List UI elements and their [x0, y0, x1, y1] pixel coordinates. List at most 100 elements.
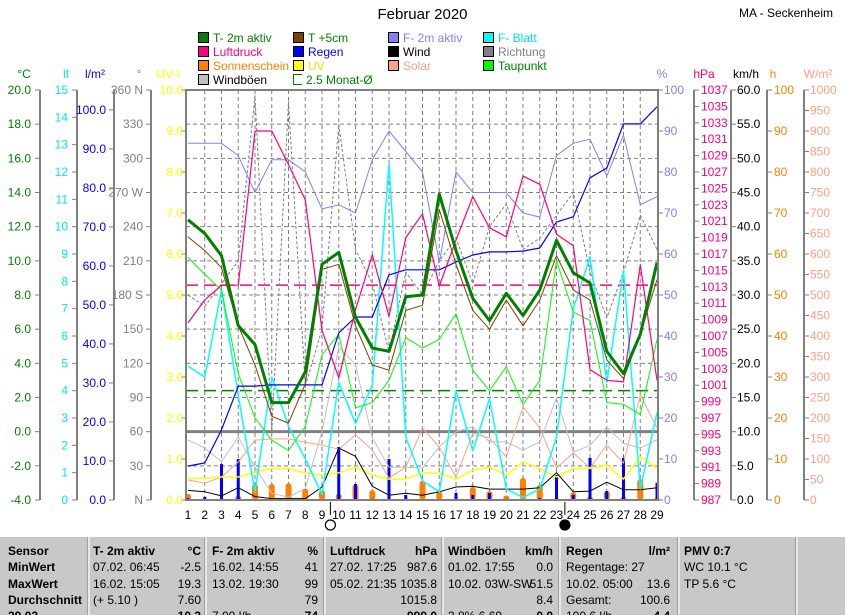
- rain-bar: [605, 491, 609, 500]
- table-cell: 13.6: [646, 576, 670, 591]
- table-cell: 1015.8: [400, 592, 437, 607]
- solar-tick-label: 50: [810, 473, 824, 487]
- rain-tick-label: 80.0: [83, 181, 107, 195]
- table-cell: 16.02. 14:55: [212, 560, 279, 575]
- rain-bar: [454, 492, 458, 500]
- table-cell: hPa: [414, 544, 437, 558]
- lf-tick-label: 2: [61, 438, 68, 452]
- legend-item: Windböen: [198, 74, 267, 87]
- x-tick-label: 10: [332, 508, 346, 522]
- sun-tick-label: 90: [774, 124, 788, 138]
- solar-tick-label: 900: [810, 124, 830, 138]
- dir-tick-label: 60: [130, 425, 144, 439]
- x-tick-label: 1: [185, 508, 192, 522]
- wind-tick-label: 15.0: [737, 391, 761, 405]
- sunshine-bar: [268, 484, 275, 500]
- table-cell: 7.00 l/h: [212, 608, 282, 615]
- hum-tick-label: 80: [664, 165, 678, 179]
- wind-tick-label: 0.0: [737, 493, 754, 507]
- temp-tick-label: 16.0: [8, 151, 32, 165]
- series-t-5cm: [187, 209, 658, 424]
- temp-tick-label: 2.0: [14, 391, 31, 405]
- table-cell: Regen: [566, 544, 603, 558]
- temp-tick-label: 14.0: [8, 186, 32, 200]
- wind-tick-label: 30.0: [737, 288, 761, 302]
- temp-tick-label: 8.0: [14, 288, 31, 302]
- hpa-tick-label: 999: [701, 395, 721, 409]
- sun-axis-unit: h: [770, 67, 777, 81]
- hpa-tick-label: 1011: [701, 296, 727, 310]
- legend-item: Sonnenschein: [198, 60, 289, 73]
- table-cell: 01.02. 17:55: [448, 560, 515, 575]
- table-cell: WC 10.1 °C: [684, 560, 748, 575]
- legend-item: UV: [293, 60, 325, 73]
- sunshine-bar: [369, 490, 376, 500]
- table-cell: 8.4: [536, 592, 553, 607]
- series-taupunkt: [187, 257, 658, 451]
- x-tick-label: 2: [201, 508, 208, 522]
- hum-tick-label: 10: [664, 452, 678, 466]
- legend-swatch: [388, 46, 399, 57]
- wind-tick-label: 50.0: [737, 151, 761, 165]
- legend-swatch: [388, 60, 399, 71]
- uv-axis-unit: UV-I: [156, 67, 179, 81]
- sun-tick-label: 50: [774, 288, 788, 302]
- lf-tick-label: 7: [61, 302, 68, 316]
- sun-tick-label: 40: [774, 329, 788, 343]
- dir-tick-label: 300: [123, 151, 143, 165]
- table-cell: TP 5.6 °C: [684, 576, 736, 591]
- table-cell: l/m²: [648, 544, 670, 558]
- table-cell: PMV 0:7: [684, 544, 731, 558]
- dir-tick-label: 360 N: [111, 83, 143, 97]
- table-cell: 19.3: [177, 576, 201, 591]
- solar-tick-label: 400: [810, 329, 830, 343]
- rain-bar: [471, 494, 475, 500]
- dir-tick-label: 270 W: [108, 186, 143, 200]
- dir-tick-label: N: [134, 493, 143, 507]
- legend-swatch: [483, 32, 494, 43]
- dir-tick-label: 30: [130, 459, 144, 473]
- solar-tick-label: 800: [810, 165, 830, 179]
- hum-tick-label: 30: [664, 370, 678, 384]
- rain-tick-label: 0.0: [89, 493, 106, 507]
- sunshine-bar: [436, 491, 443, 500]
- table-cell: 41: [304, 560, 318, 575]
- wind-tick-label: 20.0: [737, 356, 761, 370]
- solar-tick-label: 750: [810, 186, 830, 200]
- table-cell: 29.02.: [8, 608, 86, 615]
- x-tick-label: 6: [268, 508, 275, 522]
- legend-item: Solar: [388, 60, 431, 73]
- hum-tick-label: 100: [664, 83, 684, 97]
- hum-axis-unit: %: [657, 67, 668, 81]
- legend-swatch: [483, 46, 494, 57]
- solar-tick-label: 250: [810, 391, 830, 405]
- legend-swatch: [388, 32, 399, 43]
- uv-tick-label: 0.0: [166, 493, 183, 507]
- new-moon-icon: [559, 519, 571, 531]
- wind-tick-label: 35.0: [737, 254, 761, 268]
- hpa-tick-label: 1017: [701, 247, 728, 261]
- solar-tick-label: 600: [810, 247, 830, 261]
- lf-tick-label: 14: [55, 110, 69, 124]
- solar-tick-label: 300: [810, 370, 830, 384]
- hum-tick-label: 60: [664, 247, 678, 261]
- table-cell: Windböen: [448, 544, 506, 558]
- sun-tick-label: 20: [774, 411, 788, 425]
- table-cell: 10.02. 03W-SW: [448, 576, 533, 591]
- legend-label: Richtung: [498, 45, 546, 59]
- full-moon-icon: [324, 519, 336, 531]
- lf-tick-label: 5: [61, 356, 68, 370]
- solar-tick-label: 700: [810, 206, 830, 220]
- temp-tick-label: 10.0: [8, 254, 32, 268]
- hpa-tick-label: 1003: [701, 362, 728, 376]
- rain-tick-label: 20.0: [83, 415, 107, 429]
- series-richtung: [187, 95, 658, 433]
- temp-tick-label: -2.0: [10, 459, 31, 473]
- legend-item: T- 2m aktiv: [198, 32, 272, 45]
- x-tick-label: 5: [252, 508, 259, 522]
- table-cell: MaxWert: [8, 576, 58, 591]
- legend-item: T +5cm: [293, 32, 348, 45]
- legend-swatch: [198, 32, 209, 43]
- legend-swatch: [198, 46, 209, 57]
- legend-item: Richtung: [483, 46, 545, 59]
